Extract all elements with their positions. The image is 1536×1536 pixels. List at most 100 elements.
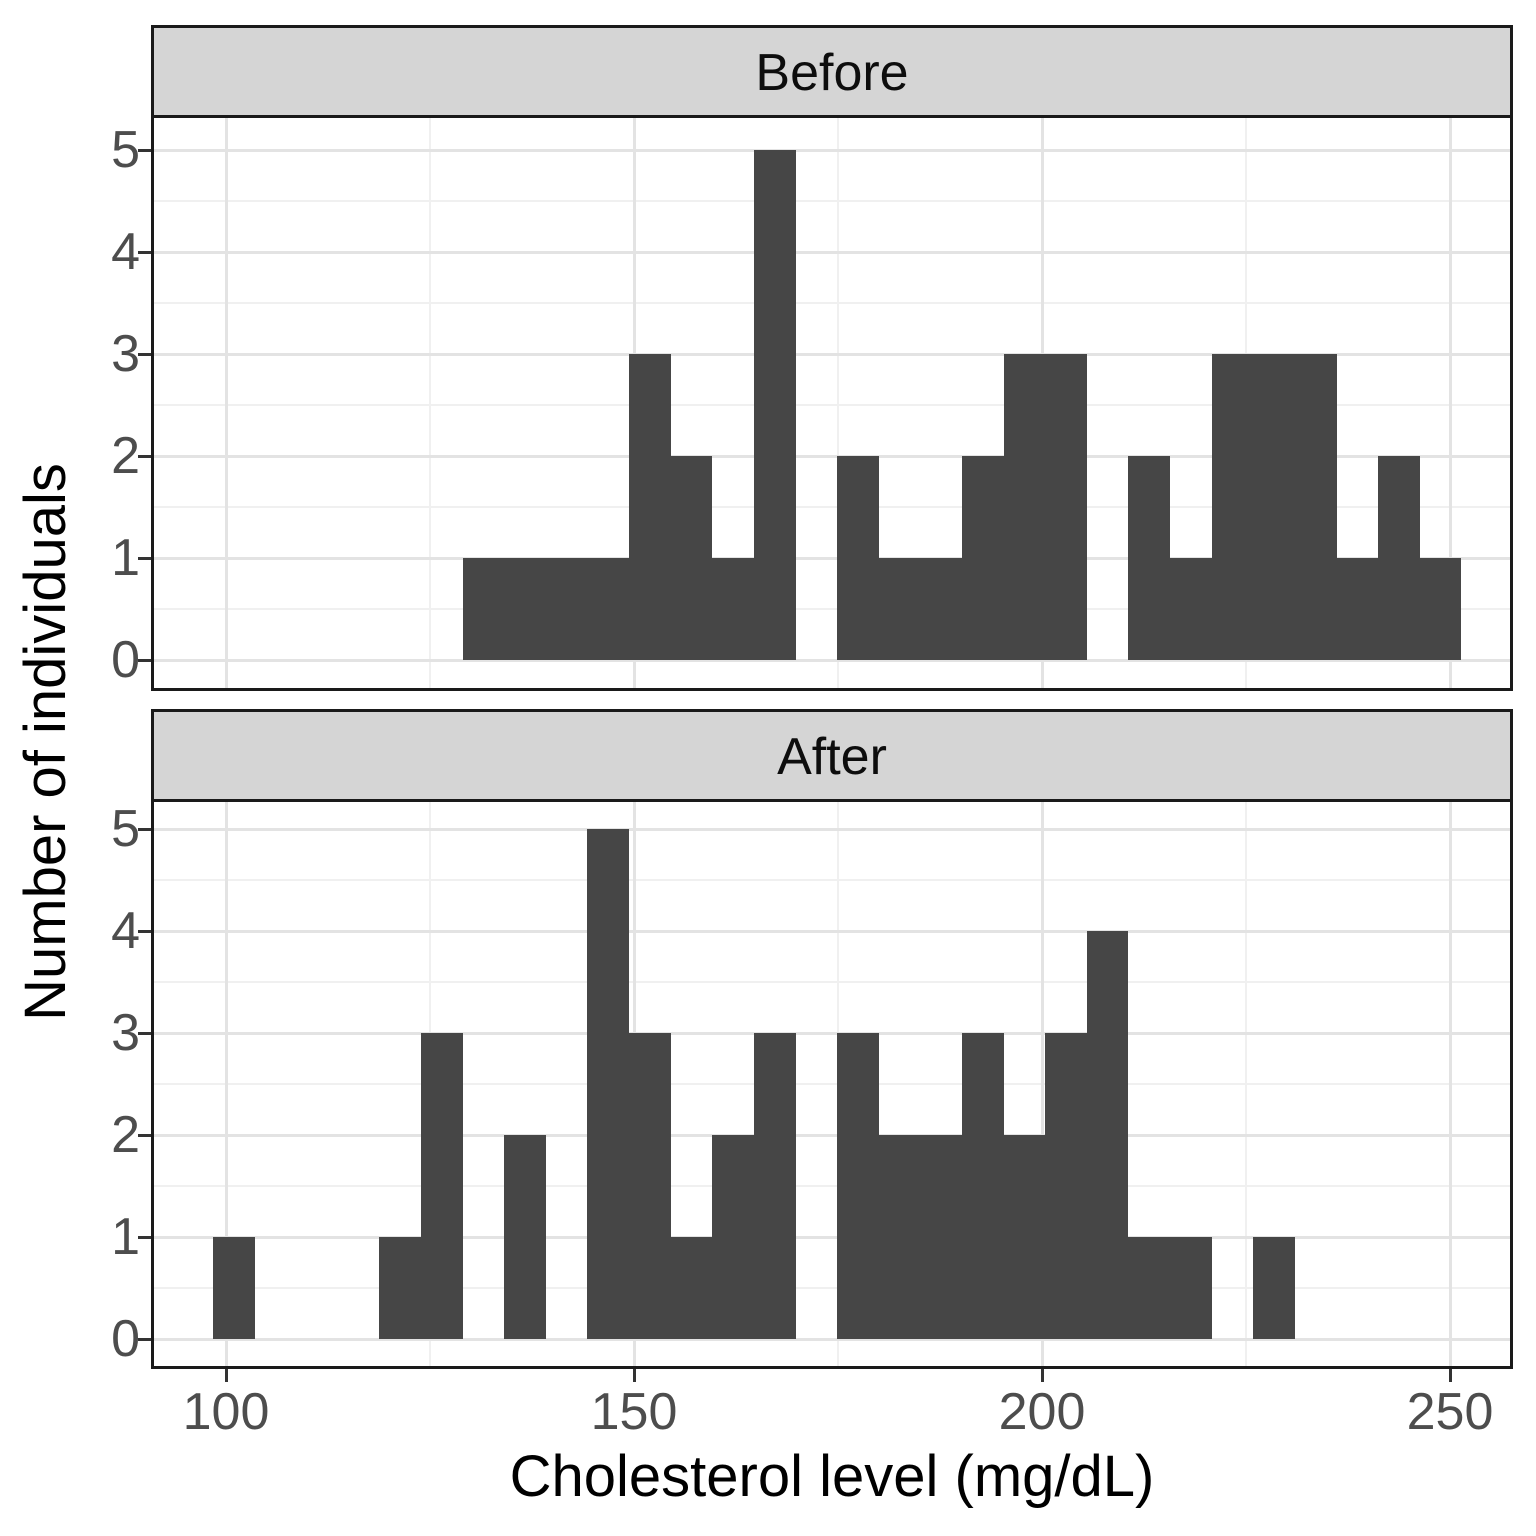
gridline-minor-y	[154, 981, 1510, 983]
gridline-major-x	[1448, 118, 1452, 688]
gridline-minor-y	[154, 200, 1510, 202]
y-tick-mark	[138, 1133, 151, 1137]
y-tick-mark	[138, 658, 151, 662]
gridline-major-y	[154, 658, 1510, 662]
histogram-bar	[463, 558, 504, 660]
gridline-major-x	[224, 802, 228, 1366]
y-tick-label: 3	[111, 1004, 140, 1062]
y-tick-mark	[138, 556, 151, 560]
gridline-minor-y	[154, 1287, 1510, 1289]
y-tick-label: 1	[111, 529, 140, 587]
histogram-bar	[504, 1135, 546, 1339]
histogram-bar	[1253, 354, 1295, 660]
x-tick-mark	[632, 1369, 636, 1382]
histogram-bar	[213, 1237, 255, 1339]
histogram-bar	[1170, 558, 1212, 660]
gridline-major-y	[154, 148, 1510, 152]
panel-before	[151, 115, 1513, 691]
y-tick-label: 2	[111, 427, 140, 485]
histogram-bar	[1128, 456, 1170, 660]
histogram-bar	[504, 558, 546, 660]
histogram-bar	[1420, 558, 1461, 660]
histogram-bar	[879, 1135, 920, 1339]
y-tick-mark	[138, 352, 151, 356]
facet-strip-before: Before	[151, 25, 1513, 121]
histogram-bar	[1004, 354, 1045, 660]
y-tick-label: 2	[111, 1106, 140, 1164]
histogram-bar	[712, 1135, 754, 1339]
gridline-major-x	[1040, 802, 1044, 1366]
histogram-bar	[920, 558, 962, 660]
gridline-major-y	[154, 1337, 1510, 1341]
histogram-bar	[754, 150, 796, 660]
x-tick-mark	[1448, 1369, 1452, 1382]
gridline-major-x	[224, 118, 228, 688]
gridline-minor-x	[837, 118, 839, 688]
y-tick-mark	[138, 1031, 151, 1035]
y-tick-label: 0	[111, 1310, 140, 1368]
gridline-minor-y	[154, 404, 1510, 406]
gridline-major-y	[154, 352, 1510, 356]
facet-strip-label-after: After	[777, 728, 887, 786]
gridline-minor-x	[1245, 802, 1247, 1366]
histogram-bar	[587, 558, 629, 660]
histogram-bar	[671, 456, 712, 660]
y-tick-mark	[138, 454, 151, 458]
histogram-bar	[754, 1033, 796, 1339]
x-tick-label: 200	[998, 1383, 1086, 1441]
gridline-major-y	[154, 454, 1510, 458]
x-tick-label: 250	[1406, 1383, 1494, 1441]
gridline-major-y	[154, 250, 1510, 254]
gridline-minor-y	[154, 608, 1510, 610]
x-tick-label: 150	[590, 1383, 678, 1441]
histogram-bar	[1045, 1033, 1087, 1339]
histogram-bar	[1378, 456, 1420, 660]
gridline-major-y	[154, 556, 1510, 560]
histogram-bar	[920, 1135, 962, 1339]
gridline-major-y	[154, 929, 1510, 933]
y-tick-mark	[138, 929, 151, 933]
x-tick-label: 100	[182, 1383, 270, 1441]
y-tick-label: 0	[111, 631, 140, 689]
histogram-bar	[671, 1237, 712, 1339]
gridline-minor-y	[154, 879, 1510, 881]
y-tick-label: 4	[111, 223, 140, 281]
x-tick-mark	[224, 1369, 228, 1382]
y-tick-label: 5	[111, 800, 140, 858]
gridline-major-x	[1448, 802, 1452, 1366]
gridline-major-y	[154, 1133, 1510, 1137]
gridline-major-y	[154, 1235, 1510, 1239]
gridline-major-y	[154, 827, 1510, 831]
histogram-bar	[837, 1033, 879, 1339]
histogram-bar	[1087, 931, 1128, 1339]
histogram-bar	[379, 1237, 421, 1339]
panel-after	[151, 799, 1513, 1369]
gridline-major-y	[154, 1031, 1510, 1035]
histogram-bar	[587, 829, 629, 1339]
y-tick-mark	[138, 1235, 151, 1239]
facet-strip-after: After	[151, 709, 1513, 805]
gridline-minor-x	[429, 118, 431, 688]
histogram-bar	[1337, 558, 1378, 660]
histogram-bar	[1045, 354, 1087, 660]
histogram-bar	[879, 558, 920, 660]
y-tick-label: 5	[111, 121, 140, 179]
y-tick-mark	[138, 827, 151, 831]
histogram-bar	[1295, 354, 1337, 660]
histogram-bar	[1004, 1135, 1045, 1339]
y-tick-label: 3	[111, 325, 140, 383]
gridline-minor-y	[154, 1083, 1510, 1085]
facet-strip-label-before: Before	[755, 44, 909, 102]
x-tick-mark	[1040, 1369, 1044, 1382]
gridline-minor-y	[154, 506, 1510, 508]
histogram-bar	[1212, 354, 1253, 660]
histogram-bar	[1170, 1237, 1212, 1339]
histogram-bar	[1128, 1237, 1170, 1339]
histogram-bar	[629, 354, 671, 660]
histogram-bar	[837, 456, 879, 660]
histogram-bar	[629, 1033, 671, 1339]
gridline-minor-y	[154, 302, 1510, 304]
histogram-bar	[962, 1033, 1004, 1339]
y-tick-label: 1	[111, 1208, 140, 1266]
